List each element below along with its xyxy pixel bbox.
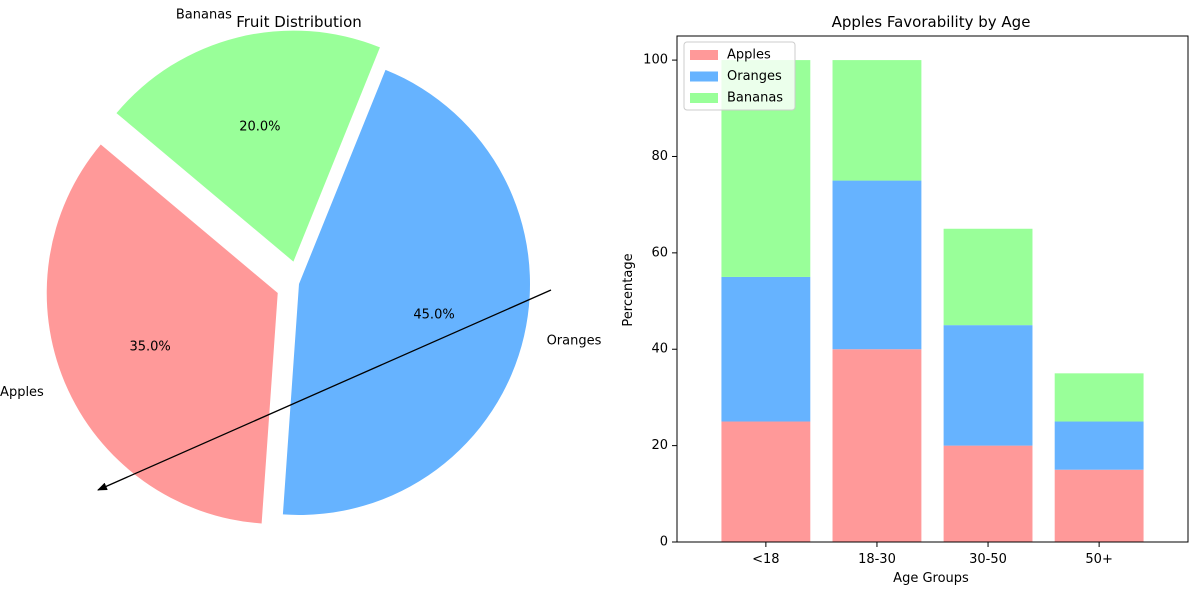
pie-pct-oranges: 45.0% <box>413 308 454 323</box>
annotation-arrow <box>97 289 552 491</box>
pie-chart: Fruit Distribution Apples 35.0% Oranges 45.… <box>0 8 602 524</box>
y-axis: 0 20 40 60 80 100 <box>643 53 677 550</box>
y-tick-label: 60 <box>651 245 668 260</box>
pie-label-bananas: Bananas <box>176 8 232 23</box>
pie-label-oranges: Oranges <box>547 334 602 349</box>
bar-apples-3 <box>1054 469 1144 542</box>
x-axis: <18 18-30 30-50 50+ <box>752 542 1113 567</box>
pie-slices <box>46 30 531 524</box>
legend-label-bananas: Bananas <box>727 91 783 106</box>
x-tick-label: <18 <box>752 552 779 567</box>
pie-slice-bananas <box>116 30 380 262</box>
legend-label-apples: Apples <box>727 48 771 63</box>
pie-label-apples: Apples <box>0 385 44 400</box>
bar-oranges-2 <box>943 325 1033 446</box>
pie-title: Fruit Distribution <box>236 13 362 31</box>
bar-apples-0 <box>721 421 811 542</box>
y-tick-label: 20 <box>651 438 668 453</box>
x-tick-label: 18-30 <box>858 552 896 567</box>
y-tick-label: 100 <box>643 53 668 68</box>
bar-oranges-1 <box>832 180 922 350</box>
legend-swatch-bananas <box>690 93 718 103</box>
bar-apples-2 <box>943 445 1033 542</box>
x-axis-label: Age Groups <box>893 571 969 586</box>
y-tick-label: 80 <box>651 149 668 164</box>
stacked-bar-chart: Apples Favorability by Age 020406080100 … <box>621 13 1189 586</box>
legend-swatch-oranges <box>690 71 718 82</box>
x-tick-label: 30-50 <box>969 552 1007 567</box>
pie-slice-apples <box>46 144 278 524</box>
legend: Apples Oranges Bananas <box>683 41 796 111</box>
pie-pct-apples: 35.0% <box>129 340 170 355</box>
y-tick-label: 40 <box>651 342 668 357</box>
bars <box>721 60 1144 542</box>
pie-pct-bananas: 20.0% <box>239 120 280 135</box>
bar-oranges-3 <box>1054 421 1144 470</box>
legend-label-oranges: Oranges <box>727 69 782 84</box>
axes-frame <box>676 35 1189 543</box>
bar-bananas-1 <box>832 60 922 181</box>
legend-swatch-apples <box>690 50 718 60</box>
bar-apples-1 <box>832 349 922 542</box>
pie-slice-oranges <box>282 69 531 515</box>
pie-labels: Apples 35.0% Oranges 45.0% Bananas 20.0% <box>0 8 602 400</box>
y-tick-label: 0 <box>660 535 668 550</box>
bar-oranges-0 <box>721 276 811 422</box>
x-tick-label: 50+ <box>1085 552 1112 567</box>
y-axis-label: Percentage <box>621 253 636 326</box>
bar-bananas-3 <box>1054 373 1144 422</box>
bar-chart-title: Apples Favorability by Age <box>832 13 1031 31</box>
bar-bananas-2 <box>943 228 1033 326</box>
